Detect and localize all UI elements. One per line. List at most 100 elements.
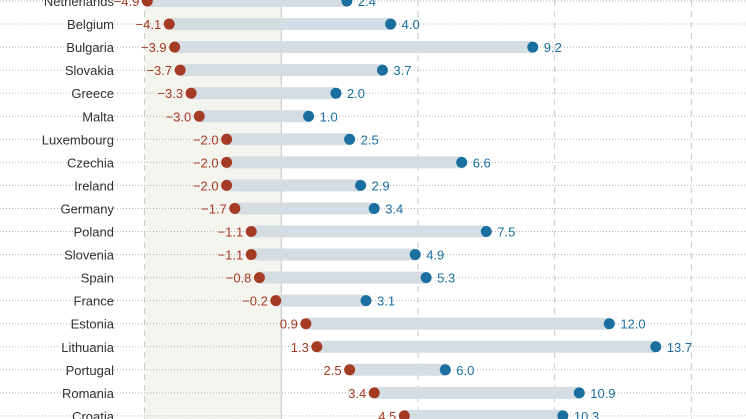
high-value-label: 2.0 bbox=[347, 86, 365, 101]
low-value-label: 3.4 bbox=[348, 386, 366, 401]
high-value-label: 9.2 bbox=[544, 40, 562, 55]
high-value-label: 1.0 bbox=[320, 109, 338, 124]
high-value-label: 4.9 bbox=[426, 248, 444, 263]
country-label: Ireland bbox=[74, 178, 114, 193]
low-dot bbox=[141, 0, 153, 7]
low-dot bbox=[174, 64, 186, 76]
country-label: Bulgaria bbox=[66, 40, 114, 55]
high-value-label: 7.5 bbox=[497, 225, 515, 240]
low-dot bbox=[245, 249, 257, 261]
high-dot bbox=[557, 410, 569, 419]
high-value-label: 4.0 bbox=[402, 17, 420, 32]
country-label: Netherlands bbox=[44, 0, 115, 9]
range-bar bbox=[226, 156, 462, 169]
low-dot bbox=[245, 226, 257, 237]
range-bar bbox=[174, 41, 533, 54]
high-dot bbox=[355, 179, 367, 191]
low-value-label: −2.0 bbox=[193, 178, 219, 193]
country-label: Romania bbox=[62, 386, 115, 401]
low-dot bbox=[185, 87, 197, 99]
low-value-label: −1.7 bbox=[201, 201, 227, 216]
high-dot bbox=[368, 202, 380, 214]
low-value-label: −3.7 bbox=[146, 63, 172, 78]
low-value-label: 0.9 bbox=[280, 317, 298, 332]
country-label: Greece bbox=[71, 86, 114, 101]
range-bar bbox=[147, 0, 347, 7]
high-dot bbox=[303, 110, 315, 122]
high-dot bbox=[480, 226, 492, 237]
low-value-label: −3.3 bbox=[157, 86, 183, 101]
range-bar bbox=[191, 87, 336, 100]
high-dot bbox=[341, 0, 353, 7]
country-label: Poland bbox=[74, 225, 114, 240]
country-label: Belgium bbox=[67, 17, 114, 32]
range-bar bbox=[374, 386, 580, 399]
country-label: France bbox=[74, 294, 114, 309]
low-dot bbox=[163, 18, 175, 30]
high-value-label: 3.7 bbox=[393, 63, 411, 78]
high-dot bbox=[360, 295, 372, 307]
country-label: Estonia bbox=[71, 317, 115, 332]
high-dot bbox=[344, 133, 356, 145]
low-value-label: −3.9 bbox=[141, 40, 167, 55]
range-bar bbox=[234, 202, 375, 215]
low-dot bbox=[398, 410, 410, 419]
high-value-label: 10.9 bbox=[590, 386, 615, 401]
high-dot bbox=[409, 249, 421, 261]
range-bar bbox=[169, 18, 391, 31]
high-value-label: 13.7 bbox=[667, 340, 692, 355]
country-label: Czechia bbox=[67, 155, 115, 170]
low-value-label: −2.0 bbox=[193, 132, 219, 147]
low-dot bbox=[311, 341, 323, 353]
low-value-label: −4.1 bbox=[136, 17, 162, 32]
country-label: Slovakia bbox=[65, 63, 115, 78]
low-value-label: −0.8 bbox=[226, 271, 252, 286]
low-dot bbox=[221, 156, 233, 168]
high-dot bbox=[650, 341, 662, 353]
range-bar bbox=[404, 409, 563, 419]
high-value-label: 6.0 bbox=[456, 363, 474, 378]
low-dot bbox=[169, 41, 181, 53]
country-label: Spain bbox=[81, 271, 114, 286]
high-value-label: 3.4 bbox=[385, 201, 403, 216]
range-bar bbox=[226, 133, 350, 146]
low-dot bbox=[229, 202, 241, 214]
low-dot bbox=[368, 387, 380, 399]
high-dot bbox=[385, 18, 397, 30]
range-bar bbox=[180, 64, 383, 77]
high-dot bbox=[573, 387, 585, 399]
low-value-label: −1.1 bbox=[218, 248, 244, 263]
low-dot bbox=[253, 272, 265, 284]
high-dot bbox=[420, 272, 432, 284]
low-dot bbox=[344, 364, 356, 376]
range-bar bbox=[305, 317, 610, 330]
high-value-label: 2.4 bbox=[358, 0, 376, 9]
range-bar bbox=[199, 110, 309, 123]
high-dot bbox=[376, 64, 388, 76]
range-bar bbox=[251, 248, 416, 261]
low-value-label: −0.2 bbox=[242, 294, 268, 309]
high-value-label: 6.6 bbox=[473, 155, 491, 170]
high-value-label: 2.9 bbox=[372, 178, 390, 193]
country-label: Malta bbox=[82, 109, 115, 124]
high-value-label: 12.0 bbox=[620, 317, 645, 332]
high-dot bbox=[527, 41, 539, 53]
low-dot bbox=[193, 110, 205, 122]
country-label: Luxembourg bbox=[42, 132, 114, 147]
high-value-label: 10.3 bbox=[574, 409, 599, 419]
range-bar bbox=[316, 340, 656, 353]
range-bar bbox=[259, 271, 427, 284]
low-value-label: −4.9 bbox=[114, 0, 140, 9]
high-value-label: 2.5 bbox=[361, 132, 379, 147]
low-dot bbox=[300, 318, 312, 330]
country-label: Lithuania bbox=[61, 340, 115, 355]
low-value-label: 4.5 bbox=[378, 409, 396, 419]
range-bar bbox=[251, 225, 487, 238]
high-dot bbox=[439, 364, 451, 376]
country-label: Croatia bbox=[72, 409, 115, 419]
low-value-label: −3.0 bbox=[166, 109, 192, 124]
country-label: Slovenia bbox=[64, 248, 115, 263]
country-label: Portugal bbox=[66, 363, 115, 378]
low-value-label: −1.1 bbox=[218, 225, 244, 240]
